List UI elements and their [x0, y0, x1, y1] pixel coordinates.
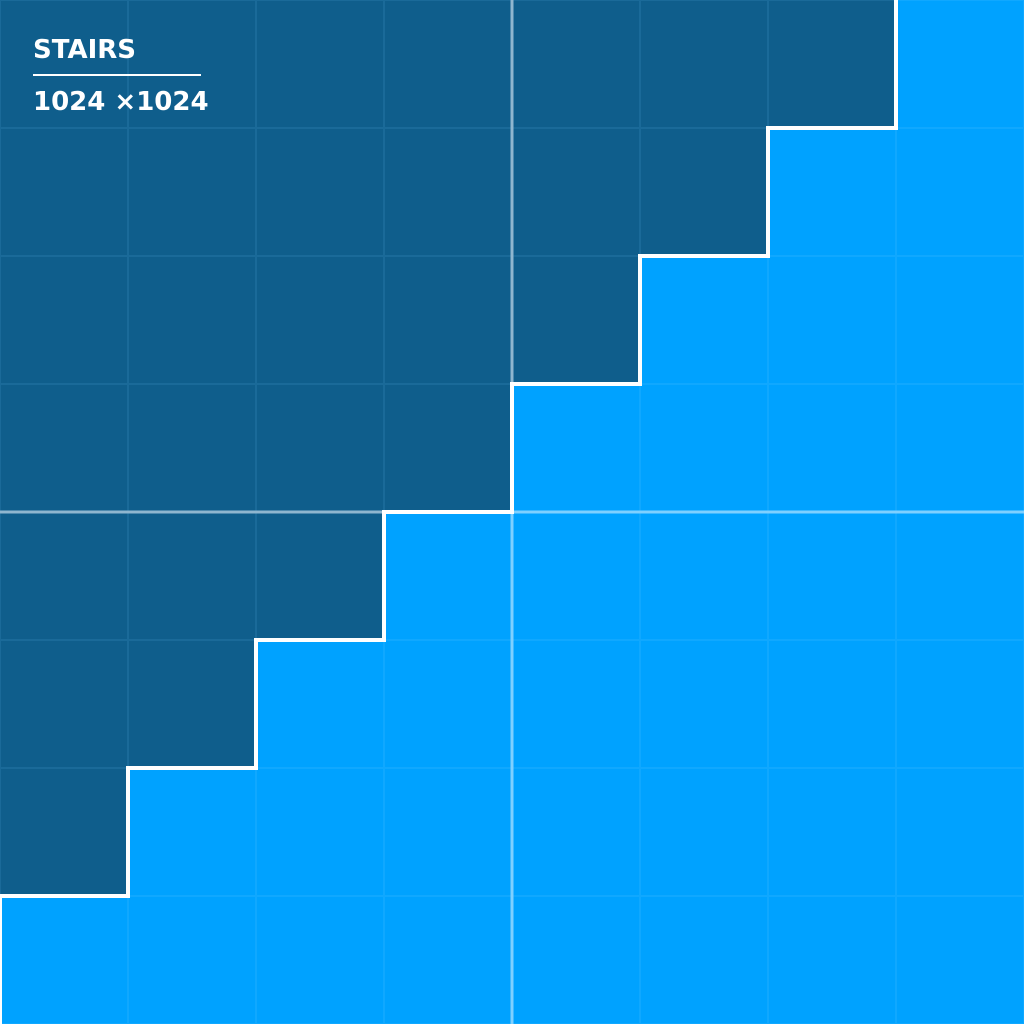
light-cell: [768, 768, 896, 896]
light-cell: [0, 896, 128, 1024]
dark-cell: [768, 0, 896, 128]
title-block: STAIRS 1024 ×1024: [33, 34, 209, 118]
grid-cell-outline: [0, 0, 128, 128]
page-title: STAIRS: [33, 35, 136, 65]
grid-cell-outline: [0, 640, 128, 768]
light-cell: [256, 896, 384, 1024]
light-cell: [896, 512, 1024, 640]
grid-cell-outline: [128, 256, 256, 384]
dark-cell: [128, 256, 256, 384]
light-cell: [640, 512, 768, 640]
dark-cell: [512, 0, 640, 128]
grid-cell-outline: [256, 128, 384, 256]
light-cell: [768, 256, 896, 384]
light-cell: [640, 640, 768, 768]
dark-cell: [384, 384, 512, 512]
light-cell: [768, 384, 896, 512]
dark-cell: [128, 0, 256, 128]
dark-cell: [0, 0, 128, 128]
dark-cell: [0, 128, 128, 256]
dark-cell: [512, 128, 640, 256]
light-cell: [896, 896, 1024, 1024]
dark-cell: [0, 256, 128, 384]
light-cell: [512, 640, 640, 768]
dark-cell: [256, 128, 384, 256]
light-cell: [896, 256, 1024, 384]
light-cell: [128, 768, 256, 896]
light-cell: [768, 512, 896, 640]
light-cell: [640, 384, 768, 512]
dark-cell: [256, 512, 384, 640]
stair-outline: [0, 0, 896, 1024]
grid-cell-outline: [640, 640, 768, 768]
grid-cell-outline: [0, 256, 128, 384]
dark-cell: [0, 512, 128, 640]
grid-cell-outline: [256, 0, 384, 128]
grid-cell-outline: [128, 0, 256, 128]
dark-cell: [128, 128, 256, 256]
light-cell: [512, 384, 640, 512]
dark-cell: [384, 128, 512, 256]
light-cell: [256, 768, 384, 896]
dark-cell: [256, 256, 384, 384]
dark-cell: [128, 640, 256, 768]
dark-cell: [0, 768, 128, 896]
light-cell: [896, 384, 1024, 512]
grid-cell-outline: [640, 768, 768, 896]
light-cell: [640, 256, 768, 384]
light-cell: [896, 128, 1024, 256]
light-cell: [512, 896, 640, 1024]
dark-cell: [256, 0, 384, 128]
light-cell: [640, 896, 768, 1024]
stair-step-line: [0, 0, 896, 1024]
grid-cell-outline: [768, 256, 896, 384]
grid-cell-outline: [256, 256, 384, 384]
light-cell: [896, 640, 1024, 768]
dark-cell: [512, 256, 640, 384]
light-cell: [768, 640, 896, 768]
dark-cell: [0, 384, 128, 512]
light-cell: [256, 640, 384, 768]
dark-cell: [640, 128, 768, 256]
light-cell: [768, 896, 896, 1024]
light-cell: [512, 768, 640, 896]
light-cell: [512, 512, 640, 640]
size-label: 1024 ×1024: [33, 87, 209, 117]
light-cell: [384, 512, 512, 640]
light-cell: [384, 640, 512, 768]
grid-cell-outline: [640, 0, 768, 128]
title-divider: [33, 74, 201, 76]
grid-cell-outline: [128, 128, 256, 256]
light-cell: [896, 0, 1024, 128]
dark-cell: [128, 512, 256, 640]
dark-cell: [384, 256, 512, 384]
dark-cell: [0, 640, 128, 768]
light-cell: [384, 896, 512, 1024]
dark-cell: [256, 384, 384, 512]
dark-cell: [128, 384, 256, 512]
light-cell: [640, 768, 768, 896]
grid-cell-outline: [768, 768, 896, 896]
grid-cell-outline: [256, 768, 384, 896]
grid-cell-outline: [768, 640, 896, 768]
light-cell: [384, 768, 512, 896]
dark-cell: [640, 0, 768, 128]
dark-cell: [384, 0, 512, 128]
light-cell: [128, 896, 256, 1024]
light-cell: [768, 128, 896, 256]
grid-cell-outline: [0, 128, 128, 256]
light-cell: [896, 768, 1024, 896]
